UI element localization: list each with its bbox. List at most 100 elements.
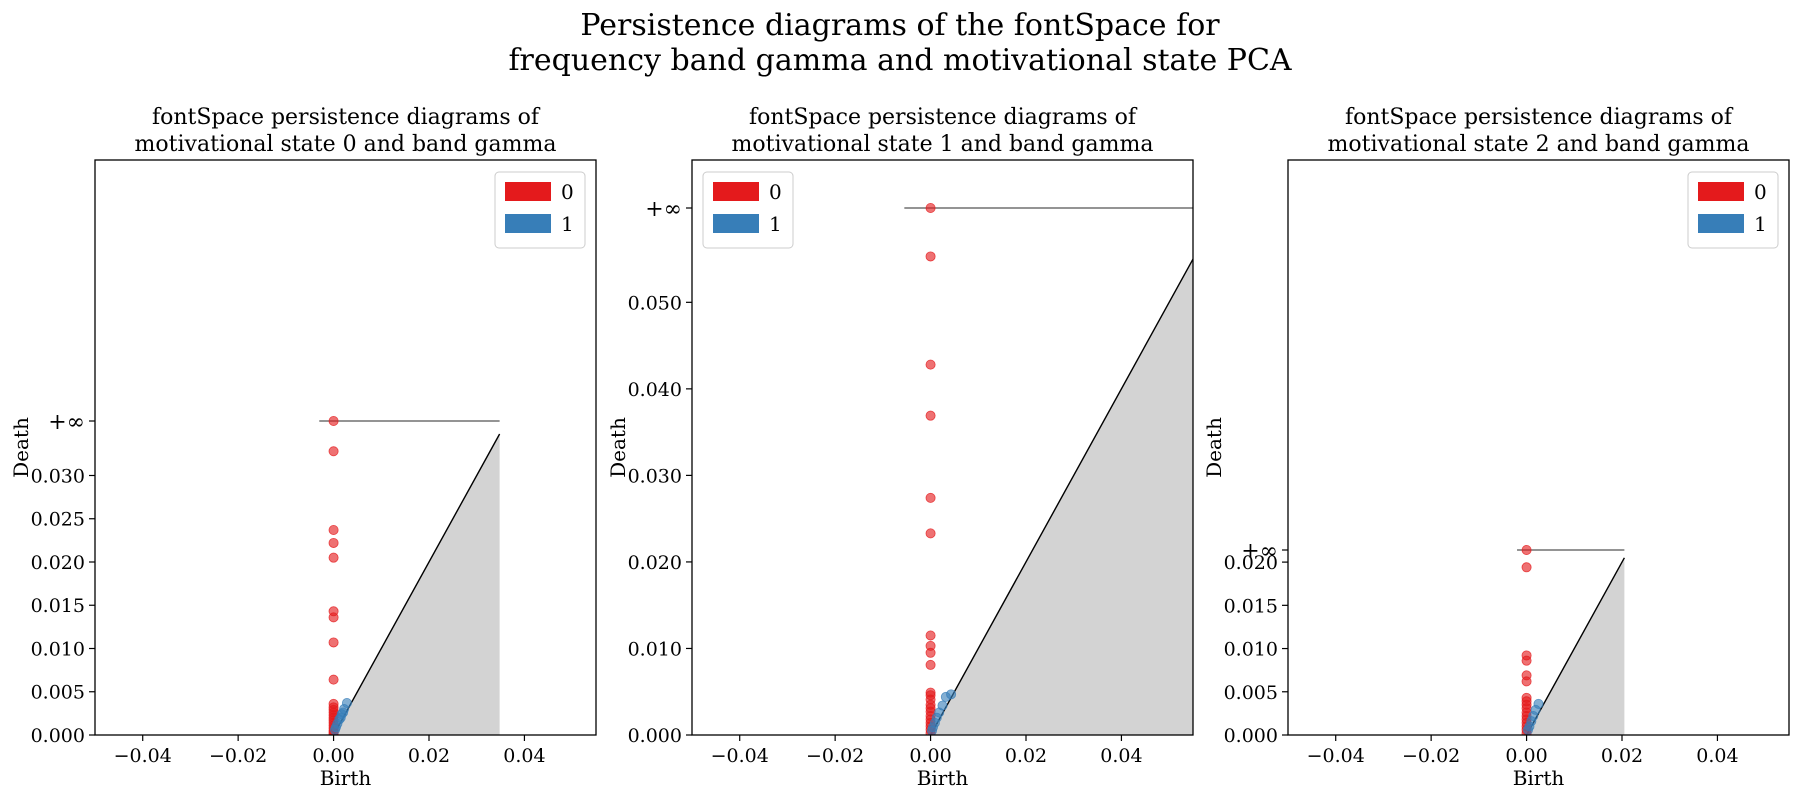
panel-title-line-2: motivational state 0 and band gamma [135,132,557,157]
legend-swatch-1 [713,214,759,233]
y-tick-label-0: 0.000 [628,725,682,747]
point-h0-7 [328,637,339,648]
y-tick-label-2: 0.010 [1224,639,1278,661]
persistence-diagram-2: fontSpace persistence diagrams ofmotivat… [1202,105,1790,790]
diagonal-line [332,433,501,735]
point-h0-4 [925,492,936,503]
panel-title-line-2: motivational state 1 and band gamma [732,132,1154,157]
axes-frame [691,159,1194,736]
legend-label-1: 1 [561,212,574,236]
diagonal-line [929,258,1193,735]
figure-title: Persistence diagrams of the fontSpace fo… [0,8,1800,78]
point-h0-8 [328,674,339,685]
x-tick-label-2: 0.00 [312,745,354,767]
y-tick-label-5: 0.025 [31,509,85,531]
axes-frame [1287,159,1790,736]
series-1 [927,689,957,735]
legend-label-1: 1 [1754,212,1767,236]
point-h0-5 [1521,676,1532,687]
legend-label-0: 0 [1754,180,1767,204]
point-h0-0 [925,202,936,213]
x-tick-label-0: −0.04 [114,745,172,767]
y-tick-label-3: 0.015 [1224,595,1278,617]
y-axis-label-group: Death [606,417,630,478]
figure-title-line-2: frequency band gamma and motivational st… [508,43,1292,78]
point-h0-5 [925,528,936,539]
point-h0-6 [925,630,936,641]
infinity-tick-label: +∞ [1241,539,1278,564]
x-tick-label-3: 0.02 [408,745,450,767]
x-tick-label-3: 0.02 [1601,745,1643,767]
y-axis-label-group: Death [1202,417,1226,478]
series-0 [925,202,936,735]
y-tick-label-0: 0.000 [31,725,85,747]
panel-title-line-2: motivational state 2 and band gamma [1328,132,1750,157]
y-tick-label-1: 0.005 [31,682,85,704]
y-tick-label-6: 0.030 [31,465,85,487]
legend-swatch-1 [1698,214,1744,233]
panel-title-line-1: fontSpace persistence diagrams of [152,105,541,130]
point-h0-1 [328,446,339,457]
point-h1-1 [946,689,957,700]
plot-area [1517,545,1625,735]
point-h0-1 [1521,562,1532,573]
series-1 [1523,698,1544,735]
point-h1-5 [1523,724,1534,735]
infinity-tick-label: +∞ [645,197,682,222]
x-tick-label-2: 0.00 [909,745,951,767]
point-h0-2 [328,524,339,535]
x-tick-label-0: −0.04 [1307,745,1365,767]
y-tick-label-4: 0.020 [1224,552,1278,574]
x-tick-label-3: 0.02 [1005,745,1047,767]
y-tick-label-2: 0.010 [31,638,85,660]
x-axis-label: Birth [917,766,969,790]
x-tick-label-4: 0.04 [1696,745,1738,767]
legend-swatch-0 [713,182,759,201]
x-axis-label: Birth [320,766,372,790]
y-tick-label-1: 0.010 [628,638,682,660]
legend-label-0: 0 [769,180,782,204]
legend-label-1: 1 [769,212,782,236]
panel-title-line-1: fontSpace persistence diagrams of [749,105,1138,130]
axes-frame [94,159,597,736]
y-axis-label: Death [1202,417,1226,478]
point-h0-3 [925,410,936,421]
point-h0-3 [328,537,339,548]
figure-title-line-1: Persistence diagrams of the fontSpace fo… [580,8,1220,43]
x-tick-label-0: −0.04 [711,745,769,767]
y-tick-label-1: 0.005 [1224,682,1278,704]
x-tick-label-1: −0.02 [1402,745,1460,767]
series-0 [328,415,339,735]
infinity-tick-label: +∞ [48,410,85,435]
y-tick-label-4: 0.040 [628,379,682,401]
point-h0-0 [1521,545,1532,556]
y-tick-label-3: 0.030 [628,465,682,487]
legend-swatch-0 [1698,182,1744,201]
y-axis-label: Death [606,417,630,478]
plot-area [319,415,501,735]
point-h1-6 [330,724,341,735]
x-tick-label-1: −0.02 [209,745,267,767]
panel-title-line-1: fontSpace persistence diagrams of [1345,105,1734,130]
point-h0-0 [328,415,339,426]
point-h0-1 [925,251,936,262]
point-h1-7 [927,725,938,735]
y-axis-label: Death [9,417,33,478]
x-tick-label-1: −0.02 [806,745,864,767]
persistence-diagram-1: fontSpace persistence diagrams ofmotivat… [606,105,1194,790]
point-h0-3 [1521,655,1532,666]
plot-area [904,202,1193,735]
x-tick-label-4: 0.04 [503,745,545,767]
series-0 [1521,545,1532,735]
point-h1-8 [338,707,349,718]
series-1 [330,697,352,735]
y-axis-label-group: Death [9,417,33,478]
y-tick-label-4: 0.020 [31,552,85,574]
point-h0-4 [328,552,339,563]
legend-swatch-0 [505,182,551,201]
legend-label-0: 0 [561,180,574,204]
point-h0-8 [925,647,936,658]
point-h0-6 [328,612,339,623]
